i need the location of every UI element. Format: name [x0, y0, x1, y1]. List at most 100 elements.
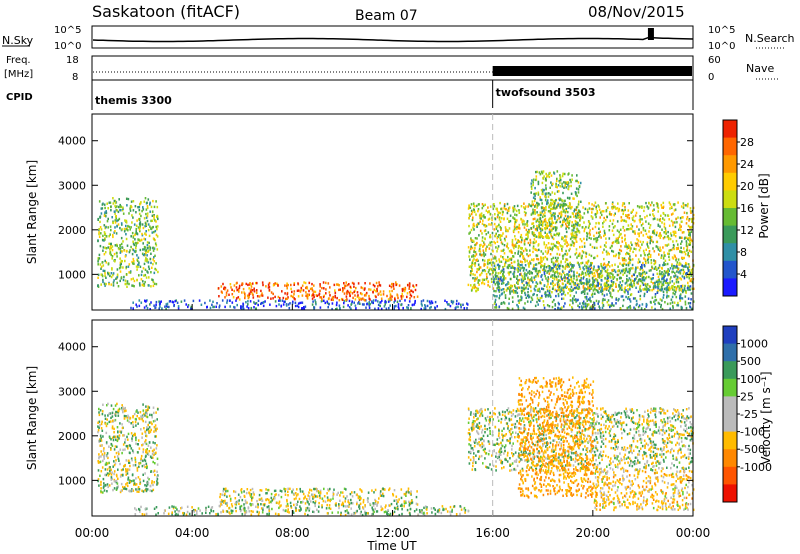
data-cell	[675, 247, 678, 251]
data-cell	[482, 245, 484, 248]
data-cell	[500, 227, 502, 230]
data-cell	[544, 231, 546, 234]
data-cell	[568, 249, 570, 252]
data-cell	[682, 251, 684, 254]
data-cell	[596, 246, 598, 250]
data-cell	[612, 233, 615, 237]
data-cell	[660, 203, 663, 207]
data-cell	[391, 289, 393, 293]
colorbar-swatch	[723, 137, 737, 156]
data-cell	[546, 222, 549, 225]
data-cell	[476, 270, 478, 274]
data-cell	[671, 264, 673, 268]
data-cell	[455, 306, 457, 309]
data-cell	[481, 278, 484, 281]
data-cell	[517, 252, 519, 255]
data-cell	[621, 240, 624, 243]
data-cell	[554, 221, 557, 225]
data-cell	[586, 269, 588, 273]
data-cell	[551, 207, 554, 210]
data-cell	[141, 432, 144, 435]
data-cell	[573, 208, 576, 211]
data-cell	[133, 412, 136, 416]
data-cell	[509, 289, 511, 292]
data-cell	[548, 266, 551, 270]
data-cell	[113, 231, 115, 234]
data-cell	[657, 266, 660, 270]
data-cell	[647, 256, 650, 259]
data-cell	[349, 290, 352, 293]
data-cell	[540, 230, 542, 233]
data-cell	[547, 283, 549, 286]
data-cell	[619, 286, 622, 290]
data-cell	[601, 210, 604, 213]
data-cell	[597, 302, 599, 305]
data-cell	[521, 260, 524, 264]
data-cell	[682, 206, 685, 209]
data-cell	[587, 267, 589, 270]
data-cell	[580, 262, 582, 265]
data-cell	[683, 231, 685, 234]
data-cell	[692, 217, 695, 220]
data-cell	[548, 236, 550, 240]
data-cell	[576, 278, 578, 281]
data-cell	[114, 404, 117, 407]
data-cell	[159, 302, 161, 305]
data-cell	[409, 297, 411, 300]
data-cell	[641, 263, 643, 267]
data-cell	[114, 435, 117, 438]
data-cell	[581, 254, 583, 258]
data-cell	[652, 217, 655, 221]
data-cell	[143, 427, 145, 430]
data-cell	[397, 296, 399, 300]
data-cell	[508, 297, 510, 300]
data-cell	[691, 220, 693, 223]
data-cell	[142, 208, 145, 211]
data-cell	[577, 181, 580, 184]
data-cell	[584, 305, 587, 308]
data-cell	[565, 203, 568, 206]
data-cell	[590, 287, 593, 290]
data-cell	[610, 272, 613, 275]
data-cell	[527, 291, 529, 294]
data-cell	[489, 212, 492, 216]
data-cell	[477, 263, 480, 266]
data-cell	[518, 209, 520, 212]
data-cell	[479, 274, 481, 277]
data-cell	[609, 305, 611, 309]
data-cell	[656, 285, 659, 289]
data-cell	[108, 461, 110, 465]
data-cell	[142, 479, 145, 483]
data-cell	[586, 232, 589, 236]
data-cell	[540, 223, 542, 226]
data-cell	[224, 288, 226, 291]
data-cell	[549, 193, 552, 196]
data-cell	[654, 260, 656, 263]
data-cell	[632, 230, 634, 233]
data-cell	[98, 232, 100, 236]
data-cell	[500, 288, 503, 292]
data-cell	[330, 298, 333, 301]
data-cell	[507, 259, 509, 262]
data-cell	[274, 282, 276, 285]
data-cell	[134, 483, 137, 486]
colorbar-swatch	[723, 225, 737, 244]
data-cell	[112, 221, 114, 225]
data-cell	[146, 428, 148, 432]
data-cell	[116, 225, 118, 228]
data-cell	[527, 262, 530, 265]
data-cell	[589, 222, 591, 225]
data-cell	[115, 215, 117, 218]
data-cell	[677, 201, 679, 204]
data-cell	[677, 304, 680, 307]
data-cell	[149, 248, 151, 251]
data-cell	[368, 294, 370, 298]
data-cell	[570, 277, 573, 280]
data-cell	[152, 263, 154, 266]
data-cell	[135, 224, 138, 227]
data-cell	[212, 300, 214, 303]
data-cell	[321, 286, 323, 290]
data-cell	[626, 247, 629, 250]
data-cell	[501, 301, 503, 305]
data-cell	[462, 303, 464, 306]
